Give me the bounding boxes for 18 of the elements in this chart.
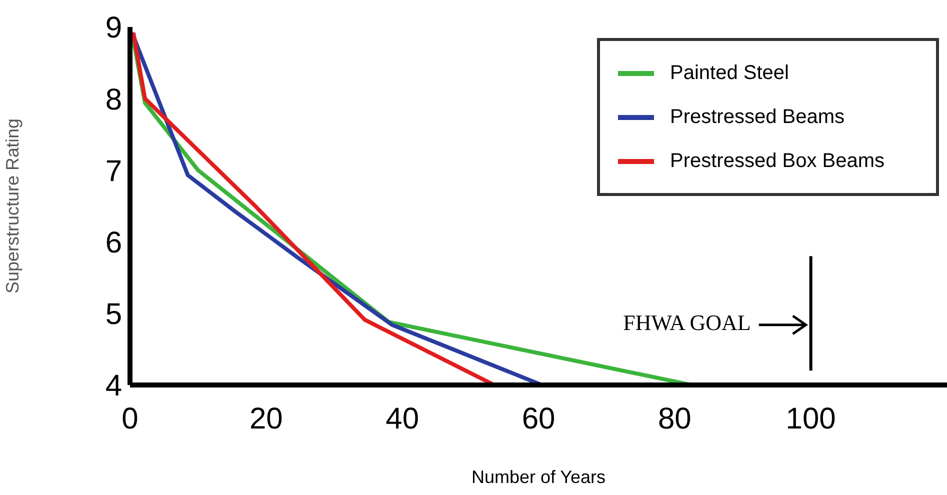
legend-label: Painted Steel (670, 62, 789, 84)
x-tick-label: 0 (122, 402, 138, 436)
y-tick-label: 9 (105, 12, 122, 45)
x-tick-label: 80 (658, 402, 692, 436)
y-axis-title: Superstructure Rating (2, 118, 22, 294)
x-axis-title: Number of Years (471, 467, 606, 487)
y-tick-label: 4 (105, 370, 122, 403)
x-tick-label: 100 (786, 402, 836, 436)
x-tick-label: 20 (249, 402, 283, 436)
x-tick-label: 60 (522, 402, 556, 436)
x-tick-label: 40 (386, 402, 420, 436)
y-tick-label: 7 (105, 154, 122, 188)
legend-label: Prestressed Box Beams (670, 150, 885, 172)
ref-line-label: FHWA GOAL (623, 310, 751, 335)
y-tick-label: 6 (105, 226, 122, 260)
legend-label: Prestressed Beams (670, 106, 845, 128)
y-tick-label: 8 (105, 83, 122, 116)
y-tick-label: 5 (105, 298, 122, 332)
